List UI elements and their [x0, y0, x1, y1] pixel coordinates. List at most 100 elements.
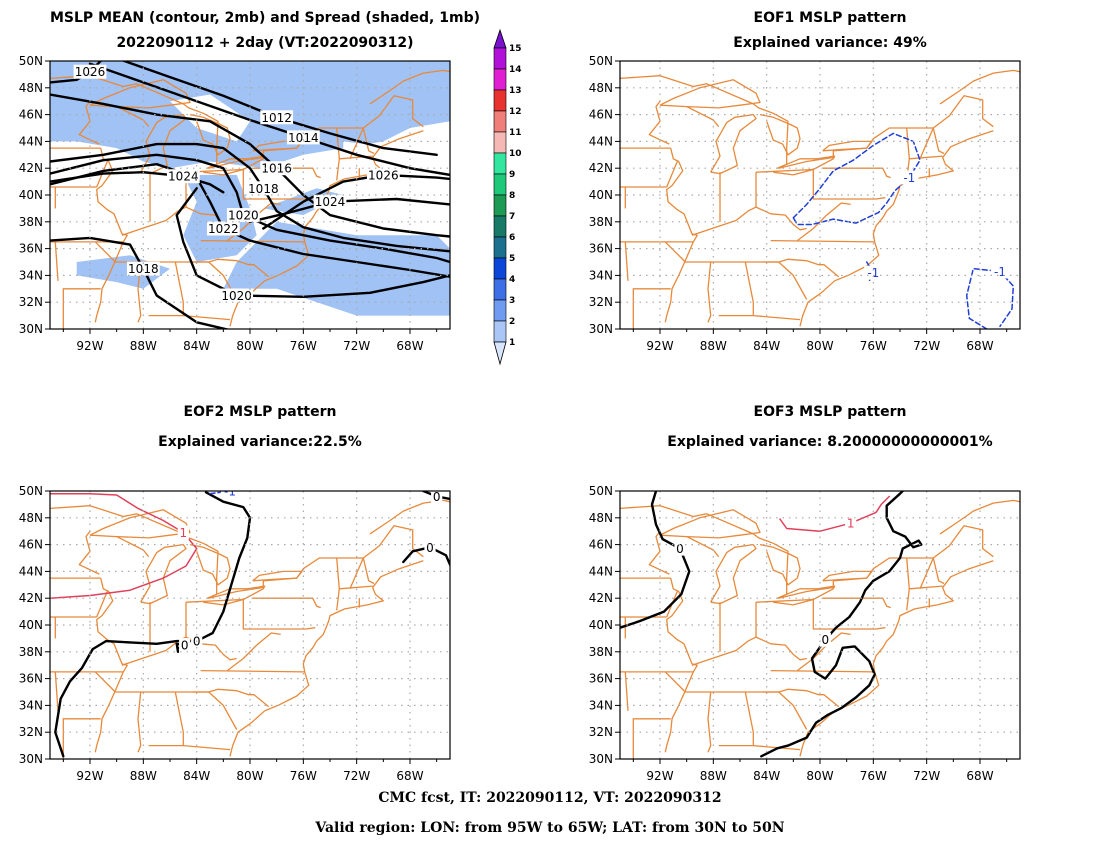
geo-boundary: [189, 543, 231, 586]
contour-label-bg: [864, 265, 883, 280]
colorbar-segment: [493, 47, 507, 70]
mslp-contour: [88, 62, 450, 177]
contour-label: -1: [994, 265, 1006, 279]
geo-boundary: [796, 202, 851, 242]
contour-label-bg: [166, 169, 200, 184]
contour-label-bg: [177, 525, 189, 540]
lon-tick-label: 68W: [396, 769, 423, 783]
lat-tick-label: 50N: [589, 484, 613, 498]
panel4-title-line2: Explained variance: 8.20000000000001%: [667, 434, 993, 450]
lon-tick-label: 80W: [236, 339, 263, 353]
contour-label: -1: [903, 171, 915, 185]
geo-boundary: [648, 100, 670, 145]
colorbar-level-label: 5: [509, 254, 515, 264]
lat-tick-label: 32N: [19, 295, 43, 309]
lat-tick-label: 32N: [19, 725, 43, 739]
geo-boundary: [939, 69, 1020, 105]
lat-tick-label: 30N: [589, 752, 613, 766]
contour-label-bg: [220, 491, 240, 498]
panel-frame: [619, 60, 1021, 330]
geo-boundary: [759, 543, 801, 586]
spread-clear: [343, 141, 424, 169]
colorbar-level-label: 9: [509, 170, 515, 180]
lat-tick-label: 36N: [19, 242, 43, 256]
spread-clear: [170, 94, 250, 142]
panel-background: [50, 491, 450, 759]
geo-boundary: [50, 75, 424, 169]
colorbar-level-label: 1: [509, 338, 515, 348]
contour-label: -1: [867, 266, 879, 280]
geo-boundary: [932, 127, 945, 155]
panel-2-plot: -1 -1 -1: [620, 69, 1020, 329]
panel1-title-line2: 2022090112 + 2day (VT:2022090312): [116, 35, 414, 51]
lat-tick-label: 36N: [589, 242, 613, 256]
lon-tick-label: 72W: [913, 339, 940, 353]
lat-tick-label: 50N: [19, 54, 43, 68]
geo-boundary: [54, 241, 59, 281]
contour-label: 1: [180, 526, 188, 540]
contour-label-bg: [260, 110, 294, 125]
lat-tick-label: 40N: [19, 618, 43, 632]
geo-boundary: [148, 261, 184, 317]
contour-label-bg: [226, 208, 260, 223]
geo-boundary: [185, 598, 244, 603]
lon-tick-label: 84W: [753, 339, 780, 353]
lat-tick-label: 38N: [589, 215, 613, 229]
geo-boundary: [773, 585, 836, 606]
geo-boundary: [755, 598, 814, 603]
colorbar-level-label: 6: [509, 233, 515, 243]
geo-boundary: [252, 597, 321, 609]
contour-label: 1018: [248, 182, 279, 196]
lat-tick-label: 44N: [19, 564, 43, 578]
panel-frame: [49, 490, 451, 760]
lat-tick-label: 40N: [19, 188, 43, 202]
colorbar-segment: [493, 236, 507, 259]
panel4-title-line1: EOF3 MSLP pattern: [753, 404, 907, 420]
colorbar-level-label: 2: [509, 317, 515, 327]
geo-boundary: [183, 744, 231, 751]
geo-boundary: [50, 505, 424, 599]
contour-label-bg: [366, 167, 400, 182]
lat-tick-label: 32N: [589, 295, 613, 309]
geo-boundary: [137, 691, 142, 753]
panel1-title-line1: MSLP MEAN (contour, 2mb) and Spread (sha…: [50, 10, 480, 26]
geo-boundary: [659, 509, 761, 539]
colorbar-level-label: 3: [509, 296, 515, 306]
contour-label: 1026: [75, 65, 106, 79]
lon-tick-label: 92W: [646, 339, 673, 353]
contour-label-bg: [900, 170, 919, 185]
colorbar-segment: [493, 278, 507, 301]
lon-tick-label: 68W: [396, 339, 423, 353]
lon-tick-label: 68W: [966, 769, 993, 783]
lat-tick-label: 36N: [589, 672, 613, 686]
colorbar-level-label: 13: [509, 86, 522, 96]
lat-tick-label: 46N: [589, 538, 613, 552]
geo-boundary: [208, 691, 238, 730]
geo-boundary: [54, 671, 59, 711]
lat-tick-label: 48N: [19, 81, 43, 95]
lat-tick-label: 30N: [19, 322, 43, 336]
geo-boundary: [799, 130, 994, 327]
colorbar-segment: [493, 320, 507, 343]
geo-boundary: [822, 140, 873, 152]
panel-background: [620, 491, 1020, 759]
colorbar-segment: [493, 215, 507, 238]
geo-boundary: [200, 669, 305, 673]
colorbar-level-label: 8: [509, 191, 515, 201]
geo-boundary: [770, 669, 875, 673]
contour-label-bg: [819, 632, 831, 647]
lon-tick-label: 92W: [76, 339, 103, 353]
panel-frame: [619, 490, 1021, 760]
geo-boundary: [909, 585, 943, 590]
lon-tick-label: 80W: [806, 339, 833, 353]
lon-tick-label: 68W: [966, 339, 993, 353]
lat-tick-label: 34N: [589, 698, 613, 712]
colorbar-segment: [493, 110, 507, 133]
lon-tick-label: 72W: [343, 769, 370, 783]
lon-tick-label: 80W: [236, 769, 263, 783]
lat-tick-label: 48N: [589, 511, 613, 525]
lon-tick-label: 84W: [753, 769, 780, 783]
geo-boundary: [189, 113, 231, 156]
lat-tick-label: 42N: [19, 591, 43, 605]
